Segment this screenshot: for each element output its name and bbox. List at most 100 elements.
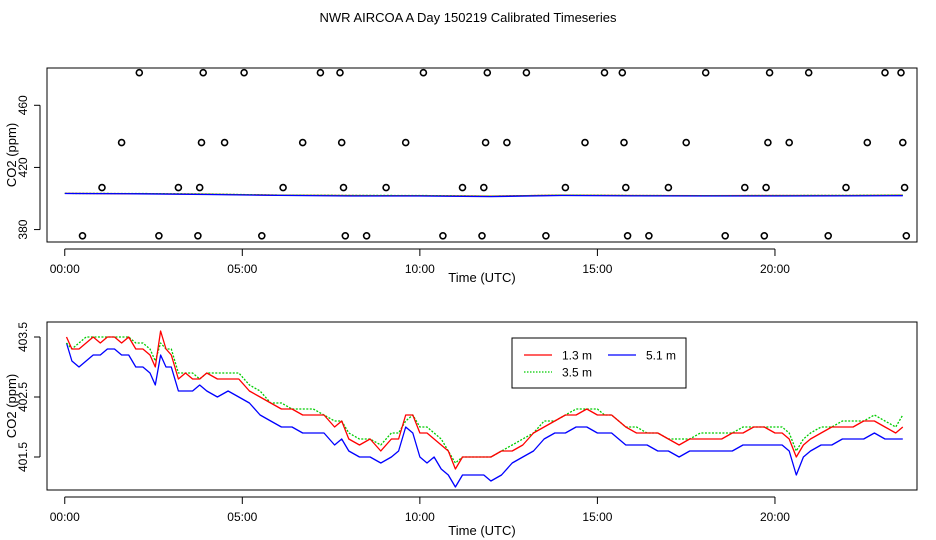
- calibration-point: [863, 138, 872, 147]
- calibration-point: [764, 138, 772, 147]
- calibration-point: [645, 232, 653, 240]
- calibration-point: [195, 183, 204, 192]
- calibration-point: [760, 232, 769, 240]
- calibration-point: [483, 68, 492, 77]
- bottom-x-tick-label: 05:00: [227, 510, 257, 524]
- calibration-point: [194, 232, 202, 240]
- calibration-point: [336, 68, 344, 77]
- bottom-y-tick-label: 401.5: [16, 442, 30, 472]
- calibration-point: [721, 232, 730, 240]
- calibration-point: [316, 68, 325, 77]
- calibration-point: [117, 138, 126, 147]
- calibration-point: [439, 232, 447, 240]
- bottom-x-tick-label: 00:00: [50, 510, 80, 524]
- y-axis-top: 380 420 460: [16, 95, 41, 240]
- figure-title: NWR AIRCOA A Day 150219 Calibrated Times…: [320, 10, 617, 25]
- legend-label-5-1m: 5.1 m: [646, 349, 676, 363]
- calibration-point: [762, 183, 770, 192]
- bottom-series-5-1-m: [65, 342, 903, 488]
- series-lines-top: [64, 192, 903, 198]
- plot-frame-bottom: [46, 321, 918, 491]
- legend: 1.3 m 5.1 m 3.5 m: [511, 337, 687, 389]
- calibration-point: [581, 138, 589, 147]
- legend-label-3-5m: 3.5 m: [562, 366, 592, 380]
- top-y-tick-label: 380: [16, 219, 30, 239]
- calibration-point: [174, 183, 183, 192]
- plot-frame-top: [46, 67, 918, 243]
- calibration-point: [804, 68, 813, 77]
- calibration-point: [620, 138, 628, 147]
- calibration-point: [900, 183, 909, 192]
- calibration-point: [682, 138, 691, 147]
- calibration-point: [279, 183, 287, 192]
- x-axis-bottom: 00:00 05:00 10:00 15:00 20:00: [50, 496, 790, 524]
- calibration-point: [257, 232, 266, 240]
- calibration-point: [503, 138, 511, 147]
- calibration-point: [898, 138, 907, 147]
- calibration-point: [362, 232, 371, 240]
- top-x-tick-label: 20:00: [760, 262, 790, 276]
- calibration-point: [155, 232, 163, 240]
- calibration-point: [78, 232, 87, 240]
- calibration-point: [561, 183, 570, 192]
- calibration-point: [220, 138, 229, 147]
- calibration-point: [199, 68, 207, 77]
- top-x-tick-label: 15:00: [582, 262, 612, 276]
- calibration-point: [135, 68, 144, 77]
- calibration-point: [337, 138, 346, 147]
- bottom-series-3-5-m: [66, 336, 904, 464]
- calibration-point: [401, 138, 410, 147]
- top-x-tick-label: 10:00: [405, 262, 435, 276]
- calibration-point: [339, 183, 348, 192]
- calibration-point: [881, 68, 889, 77]
- series-lines-bottom: [65, 330, 904, 488]
- calibration-point: [522, 68, 531, 77]
- y-axis-bottom: 401.5 402.5 403.5: [16, 322, 41, 472]
- top-y-tick-label: 460: [16, 95, 30, 115]
- panel-top: 00:00 05:00 10:00 15:00 20:00 380 420 460 Time…: [4, 67, 918, 285]
- calibration-point: [600, 68, 609, 77]
- calibration-point: [419, 68, 428, 77]
- calibration-point: [341, 232, 350, 240]
- calibration-points: [78, 68, 911, 240]
- bottom-x-tick-label: 10:00: [405, 510, 435, 524]
- top-x-tick-label: 00:00: [50, 262, 80, 276]
- calibration-point: [740, 183, 749, 192]
- calibration-point: [902, 232, 911, 240]
- bottom-x-tick-label: 20:00: [760, 510, 790, 524]
- legend-label-1-3m: 1.3 m: [562, 349, 592, 363]
- x-axis-top: 00:00 05:00 10:00 15:00 20:00: [50, 248, 790, 276]
- calibration-point: [785, 138, 794, 147]
- calibration-point: [842, 183, 850, 192]
- calibration-point: [664, 183, 673, 192]
- calibration-point: [458, 183, 467, 192]
- top-x-tick-label: 05:00: [227, 262, 257, 276]
- calibration-point: [197, 138, 206, 147]
- calibration-point: [240, 68, 248, 77]
- calibration-point: [478, 232, 486, 240]
- x-axis-label-bottom: Time (UTC): [448, 523, 515, 538]
- calibration-point: [542, 232, 550, 240]
- panel-bottom: 00:00 05:00 10:00 15:00 20:00 401.5 402.5 403.…: [4, 321, 918, 538]
- calibration-point: [621, 183, 630, 192]
- calibration-point: [479, 183, 488, 192]
- y-axis-label-top: CO2 (ppm): [4, 123, 19, 187]
- calibration-point: [298, 138, 307, 147]
- calibration-point: [765, 68, 774, 77]
- top-series-5-1-m: [64, 192, 903, 198]
- bottom-series-1-3-m: [65, 330, 904, 470]
- bottom-x-tick-label: 15:00: [582, 510, 612, 524]
- calibration-point: [824, 232, 833, 240]
- top-y-tick-label: 420: [16, 157, 30, 177]
- bottom-y-tick-label: 403.5: [16, 322, 30, 352]
- bottom-y-tick-label: 402.5: [16, 382, 30, 412]
- calibration-point: [98, 183, 106, 192]
- calibration-point: [382, 183, 390, 192]
- calibration-point: [481, 138, 490, 147]
- calibration-point: [623, 232, 632, 240]
- y-axis-label-bottom: CO2 (ppm): [4, 374, 19, 438]
- calibration-point: [618, 68, 627, 77]
- x-axis-label-top: Time (UTC): [448, 270, 515, 285]
- calibration-point: [701, 68, 710, 77]
